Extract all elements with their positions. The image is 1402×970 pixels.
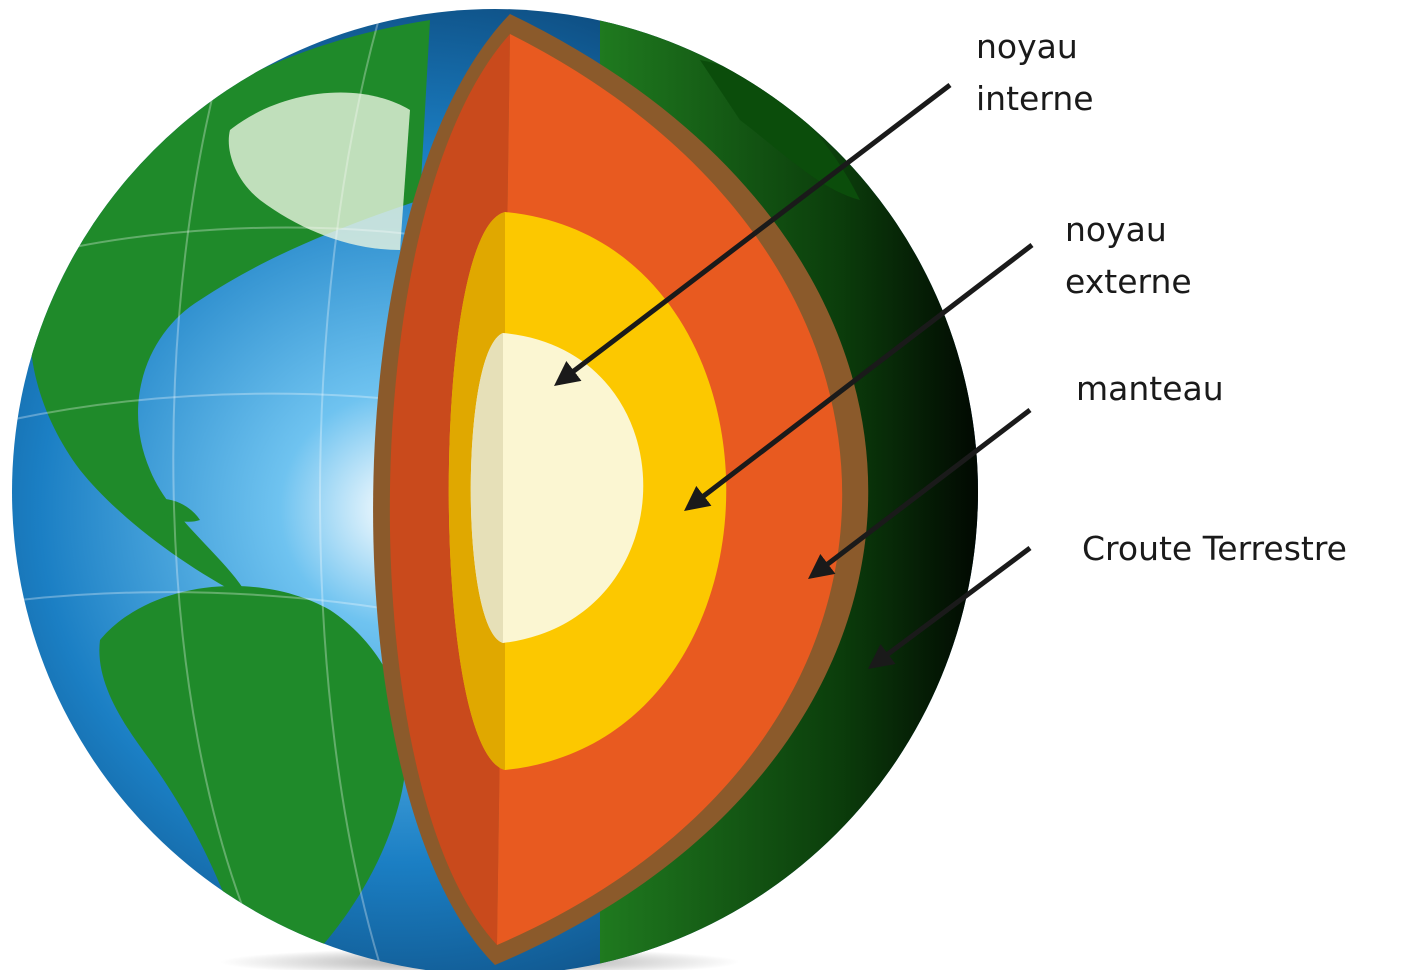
- inner-core-shade: [470, 333, 503, 643]
- label: manteau: [1076, 369, 1224, 408]
- arrow: [808, 408, 1032, 580]
- label: interne: [976, 79, 1094, 118]
- arrow: [554, 83, 952, 387]
- inner-core: [470, 333, 644, 643]
- arrow: [867, 545, 1032, 669]
- label: noyau: [976, 27, 1078, 66]
- label: externe: [1065, 262, 1192, 301]
- label: noyau: [1065, 210, 1167, 249]
- label: Croute Terrestre: [1082, 529, 1347, 568]
- arrow: [684, 243, 1034, 512]
